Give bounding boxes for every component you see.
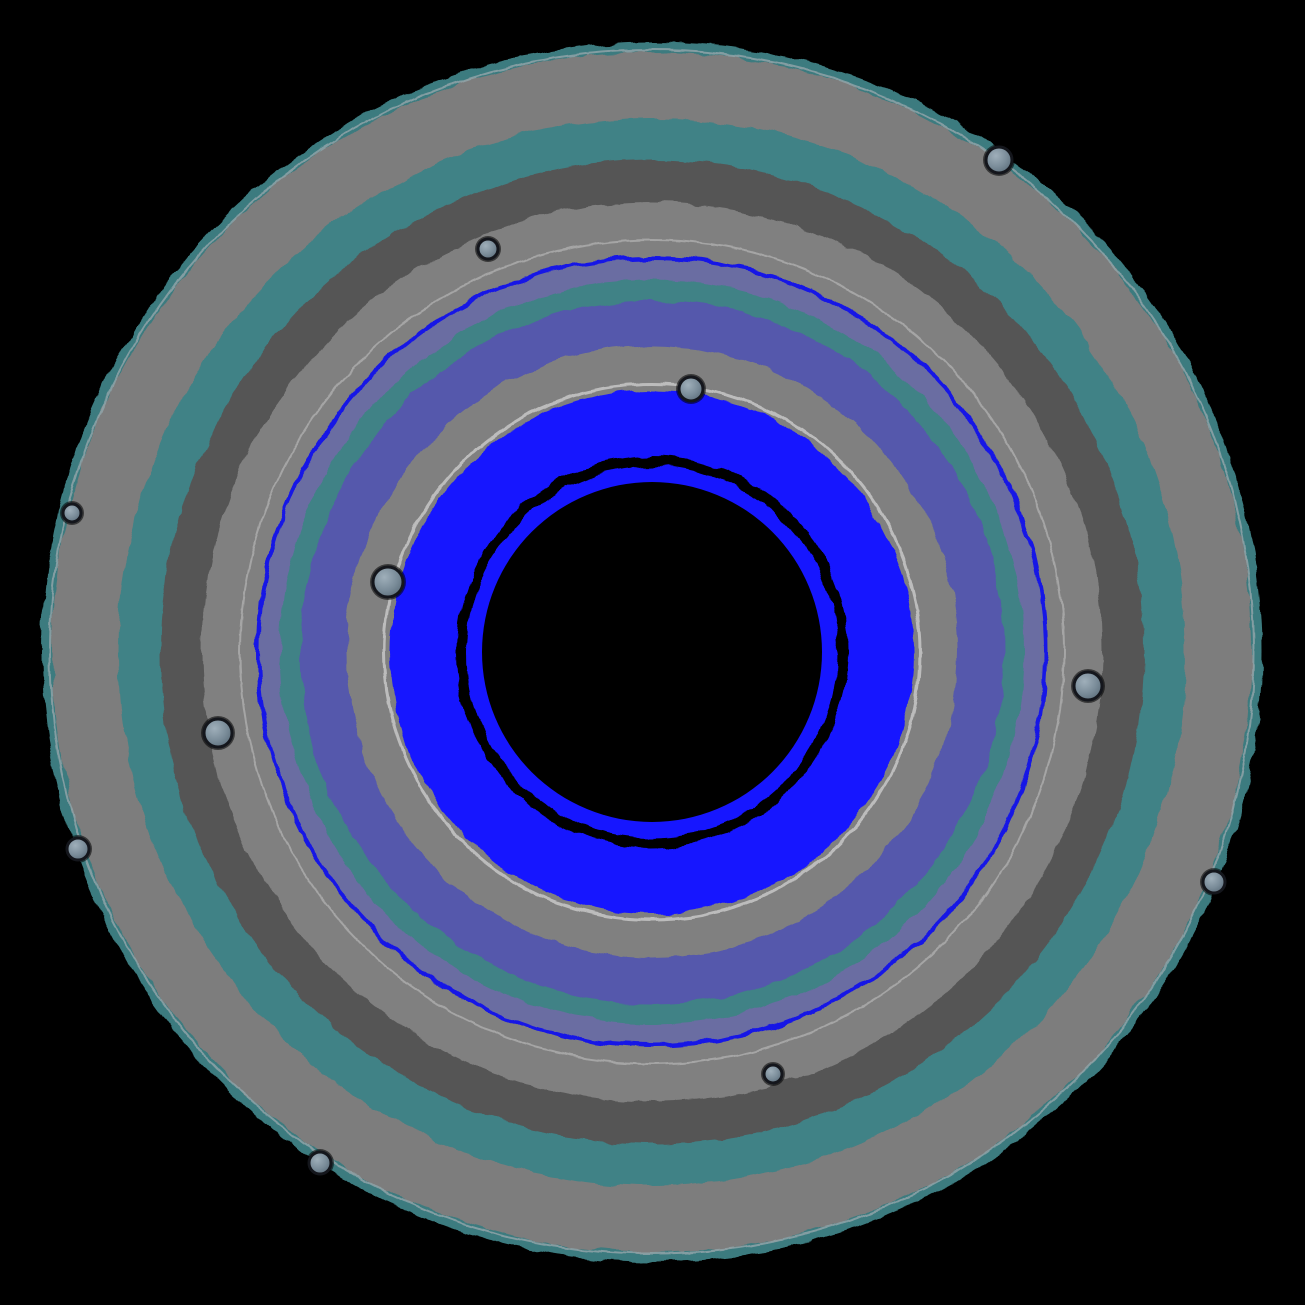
core-black-core — [482, 482, 822, 822]
marker-dot-m1[interactable] — [984, 145, 1014, 175]
marker-dot-m9[interactable] — [1072, 670, 1104, 702]
orbit-path-mid-orbit-path — [239, 239, 1065, 1065]
core-group — [482, 482, 822, 822]
marker-dot-m5[interactable] — [1201, 869, 1227, 895]
marker-dot-m7[interactable] — [202, 717, 234, 749]
markers-group — [60, 144, 1228, 1177]
orbit-paths-group — [49, 49, 1255, 1255]
orbit-path-inner-orbit-path — [382, 382, 922, 922]
marker-dot-m3[interactable] — [65, 836, 91, 862]
marker-dot-m10[interactable] — [677, 375, 705, 403]
marker-dot-m8[interactable] — [762, 1063, 784, 1085]
orbit-path-outer-orbit-path — [49, 49, 1255, 1255]
marker-dot-m2[interactable] — [61, 502, 83, 524]
marker-dot-m4[interactable] — [307, 1150, 333, 1176]
marker-dot-m6[interactable] — [476, 237, 500, 261]
marker-dot-m11[interactable] — [371, 565, 405, 599]
